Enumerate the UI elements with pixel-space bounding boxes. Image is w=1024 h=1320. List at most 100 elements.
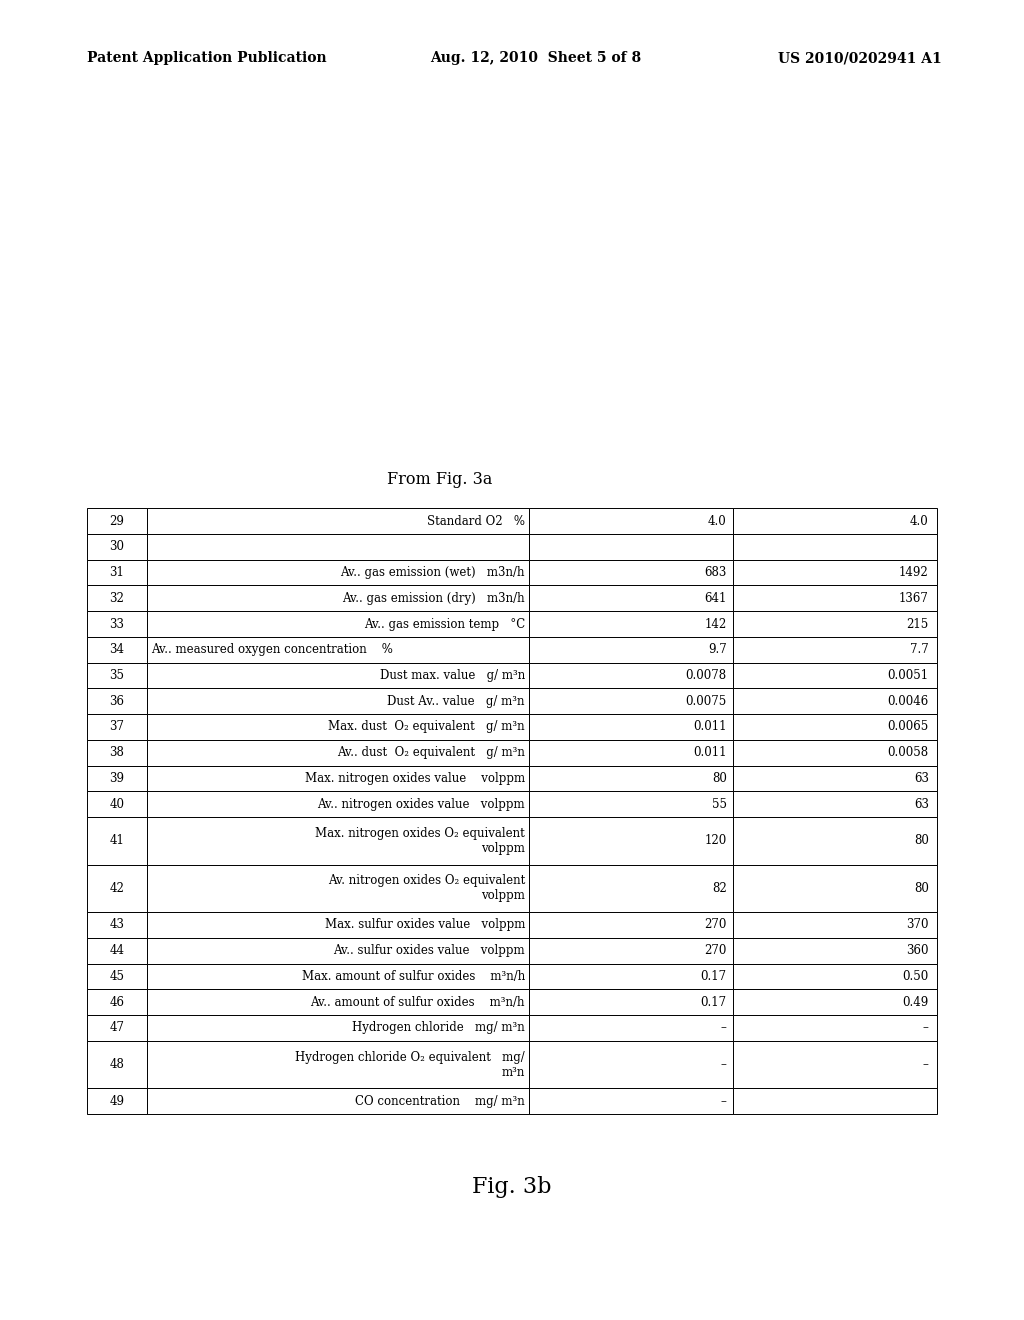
Bar (87, 663, 146, 688)
Bar (529, 586, 733, 611)
Bar (529, 912, 733, 937)
Bar (733, 535, 937, 560)
Text: 0.0078: 0.0078 (686, 669, 727, 682)
Bar (529, 1040, 733, 1088)
Bar (146, 964, 529, 990)
Bar (529, 535, 733, 560)
Text: 43: 43 (110, 919, 124, 932)
Bar (529, 611, 733, 636)
Bar (733, 1088, 937, 1114)
Bar (146, 912, 529, 937)
Text: Av.. nitrogen oxides value   volppm: Av.. nitrogen oxides value volppm (317, 797, 525, 810)
Bar (733, 865, 937, 912)
Text: 7.7: 7.7 (910, 643, 929, 656)
Bar (146, 990, 529, 1015)
Bar (529, 766, 733, 791)
Bar (733, 912, 937, 937)
Text: 82: 82 (712, 882, 727, 895)
Bar (146, 611, 529, 636)
Text: 0.0046: 0.0046 (888, 694, 929, 708)
Bar (146, 560, 529, 585)
Text: From Fig. 3a: From Fig. 3a (387, 471, 493, 487)
Text: 36: 36 (110, 694, 124, 708)
Text: Standard O2   %: Standard O2 % (427, 515, 525, 528)
Bar (733, 714, 937, 739)
Text: 33: 33 (110, 618, 124, 631)
Bar (733, 508, 937, 533)
Text: 370: 370 (906, 919, 929, 932)
Bar (529, 990, 733, 1015)
Text: Hydrogen chloride O₂ equivalent   mg/
m³n: Hydrogen chloride O₂ equivalent mg/ m³n (295, 1051, 525, 1078)
Bar (87, 739, 146, 766)
Bar (146, 586, 529, 611)
Text: Av.. dust  O₂ equivalent   g/ m³n: Av.. dust O₂ equivalent g/ m³n (337, 746, 525, 759)
Bar (87, 865, 146, 912)
Bar (733, 560, 937, 585)
Bar (87, 714, 146, 739)
Text: 120: 120 (705, 834, 727, 847)
Bar (146, 663, 529, 688)
Text: 142: 142 (705, 618, 727, 631)
Text: US 2010/0202941 A1: US 2010/0202941 A1 (778, 51, 942, 65)
Text: Av.. gas emission temp   °C: Av.. gas emission temp °C (364, 618, 525, 631)
Text: 63: 63 (913, 797, 929, 810)
Bar (529, 560, 733, 585)
Bar (87, 611, 146, 636)
Text: –: – (923, 1059, 929, 1071)
Bar (733, 990, 937, 1015)
Text: 80: 80 (913, 882, 929, 895)
Text: 9.7: 9.7 (708, 643, 727, 656)
Bar (146, 937, 529, 964)
Text: 0.50: 0.50 (902, 970, 929, 983)
Text: 1367: 1367 (899, 591, 929, 605)
Bar (146, 739, 529, 766)
Text: 35: 35 (110, 669, 124, 682)
Text: 38: 38 (110, 746, 124, 759)
Text: 4.0: 4.0 (708, 515, 727, 528)
Text: 32: 32 (110, 591, 124, 605)
Bar (733, 964, 937, 990)
Bar (529, 714, 733, 739)
Text: 0.011: 0.011 (693, 721, 727, 734)
Bar (87, 1040, 146, 1088)
Bar (146, 791, 529, 817)
Bar (87, 912, 146, 937)
Bar (146, 636, 529, 663)
Text: 0.0075: 0.0075 (686, 694, 727, 708)
Bar (146, 1088, 529, 1114)
Text: Fig. 3b: Fig. 3b (472, 1176, 552, 1197)
Bar (733, 636, 937, 663)
Bar (733, 817, 937, 865)
Text: 31: 31 (110, 566, 124, 579)
Bar (529, 1088, 733, 1114)
Text: 55: 55 (712, 797, 727, 810)
Bar (529, 1015, 733, 1040)
Text: –: – (721, 1094, 727, 1107)
Bar (529, 688, 733, 714)
Bar (529, 636, 733, 663)
Text: Av. nitrogen oxides O₂ equivalent
volppm: Av. nitrogen oxides O₂ equivalent volppm (328, 874, 525, 903)
Bar (87, 791, 146, 817)
Bar (529, 817, 733, 865)
Bar (87, 535, 146, 560)
Bar (529, 791, 733, 817)
Text: 45: 45 (110, 970, 124, 983)
Bar (87, 990, 146, 1015)
Bar (733, 1015, 937, 1040)
Text: 29: 29 (110, 515, 124, 528)
Bar (87, 586, 146, 611)
Bar (146, 817, 529, 865)
Text: –: – (923, 1022, 929, 1035)
Text: Max. dust  O₂ equivalent   g/ m³n: Max. dust O₂ equivalent g/ m³n (329, 721, 525, 734)
Bar (87, 964, 146, 990)
Text: 47: 47 (110, 1022, 124, 1035)
Text: 41: 41 (110, 834, 124, 847)
Text: Max. amount of sulfur oxides    m³n/h: Max. amount of sulfur oxides m³n/h (302, 970, 525, 983)
Text: CO concentration    mg/ m³n: CO concentration mg/ m³n (355, 1094, 525, 1107)
Text: Max. sulfur oxides value   volppm: Max. sulfur oxides value volppm (325, 919, 525, 932)
Text: Dust Av.. value   g/ m³n: Dust Av.. value g/ m³n (387, 694, 525, 708)
Bar (733, 766, 937, 791)
Bar (87, 1015, 146, 1040)
Text: 4.0: 4.0 (910, 515, 929, 528)
Bar (733, 611, 937, 636)
